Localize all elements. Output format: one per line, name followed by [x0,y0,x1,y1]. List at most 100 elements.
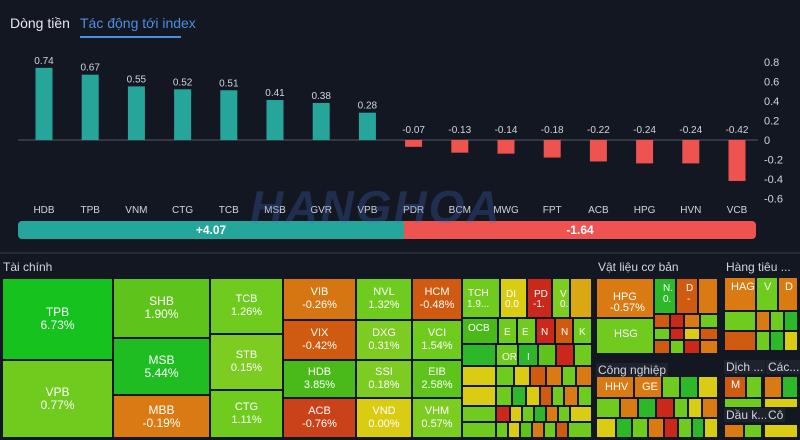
tab-cash-flow[interactable]: Dòng tiền [10,15,70,31]
bar-fpt[interactable] [543,140,561,158]
small-tile[interactable] [570,278,592,318]
bar-hvn[interactable] [682,140,700,164]
small-tile[interactable] [558,406,570,422]
tile-dxg[interactable]: DXG 0.31% [356,320,412,360]
small-tile[interactable] [498,318,517,344]
small-tile[interactable] [570,406,592,422]
tile-vpb[interactable]: VPB 0.77% [2,360,113,438]
small-tile[interactable] [538,344,556,366]
small-tile[interactable] [638,398,656,418]
small-tile[interactable] [496,366,514,386]
small-tile[interactable] [530,366,546,386]
bar-tcb[interactable] [220,90,238,140]
small-tile[interactable] [684,314,700,328]
small-tile[interactable] [462,318,498,344]
tile-tcb[interactable]: TCB 1.26% [210,278,283,334]
tile-vib[interactable]: VIB -0.26% [283,278,356,320]
small-tile[interactable] [684,328,700,340]
bar-acb[interactable] [589,140,607,162]
small-tile[interactable] [662,376,680,398]
small-tile[interactable] [664,418,678,438]
small-tile[interactable] [724,331,756,351]
small-tile[interactable] [702,398,718,418]
small-tile[interactable] [462,278,500,318]
bar-hdb[interactable] [35,67,53,140]
small-tile[interactable] [540,386,552,406]
small-tile[interactable] [462,422,496,438]
small-tile[interactable] [496,386,512,406]
small-tile[interactable] [698,376,718,398]
small-tile[interactable] [744,424,762,438]
small-tile[interactable] [678,418,692,438]
small-tile[interactable] [704,418,718,438]
small-tile[interactable] [656,398,674,418]
tile-stb[interactable]: STB 0.15% [210,334,283,390]
small-tile[interactable] [578,386,592,406]
small-tile[interactable] [654,340,670,354]
bar-bcm[interactable] [451,140,469,153]
small-tile[interactable] [684,340,700,354]
tile-vnd[interactable]: VND 0.00% [356,398,412,438]
tile-msb[interactable]: MSB 5.44% [113,338,210,395]
bar-ctg[interactable] [174,89,192,140]
small-tile[interactable] [724,424,744,438]
small-tile[interactable] [700,340,718,354]
small-tile[interactable] [462,386,496,406]
small-tile[interactable] [544,422,556,438]
small-tile[interactable] [517,318,536,344]
small-tile[interactable] [462,406,496,422]
small-tile[interactable] [510,406,522,422]
bar-tpb[interactable] [81,74,99,140]
small-tile[interactable] [496,422,508,438]
small-tile[interactable] [724,376,746,398]
small-tile[interactable] [784,311,798,331]
small-tile[interactable] [756,277,778,311]
small-tile[interactable] [527,278,552,318]
small-tile[interactable] [674,398,688,418]
tab-index-impact[interactable]: Tác động tới index [80,15,196,31]
small-tile[interactable] [778,277,798,311]
small-tile[interactable] [520,422,532,438]
small-tile[interactable] [654,278,676,314]
small-tile[interactable] [536,318,555,344]
small-tile[interactable] [596,398,620,418]
small-tile[interactable] [632,418,648,438]
small-tile[interactable] [654,314,670,328]
small-tile[interactable] [462,366,496,386]
small-tile[interactable] [568,422,592,438]
small-tile[interactable] [576,366,592,386]
small-tile[interactable] [724,311,756,331]
small-tile[interactable] [564,386,578,406]
small-tile[interactable] [508,422,520,438]
small-tile[interactable] [700,328,718,340]
small-tile[interactable] [574,344,592,366]
tile-hcm[interactable]: HCM -0.48% [412,278,462,320]
small-tile[interactable] [770,331,784,351]
tile-eib[interactable]: EIB 2.58% [412,360,462,398]
small-tile[interactable] [522,406,534,422]
small-tile[interactable] [596,376,634,398]
small-tile[interactable] [552,386,564,406]
small-tile[interactable] [670,314,684,328]
tile-shb[interactable]: SHB 1.90% [113,278,210,338]
small-tile[interactable] [562,366,576,386]
bar-pdr[interactable] [405,140,423,147]
small-tile[interactable] [764,398,798,408]
small-tile[interactable] [680,376,698,398]
bar-mwg[interactable] [497,140,515,154]
small-tile[interactable] [634,376,662,398]
small-tile[interactable] [512,386,526,406]
bar-vcb[interactable] [728,140,746,181]
small-tile[interactable] [546,406,558,422]
tile-nvl[interactable]: NVL 1.32% [356,278,412,320]
small-tile[interactable] [724,398,762,408]
tile-ssi[interactable]: SSI 0.18% [356,360,412,398]
small-tile[interactable] [692,418,704,438]
small-tile[interactable] [764,376,782,398]
small-tile[interactable] [724,277,756,311]
small-tile[interactable] [555,318,573,344]
small-tile[interactable] [616,418,632,438]
small-tile[interactable] [462,344,496,366]
small-tile[interactable] [556,344,574,366]
bar-vnm[interactable] [127,86,145,140]
